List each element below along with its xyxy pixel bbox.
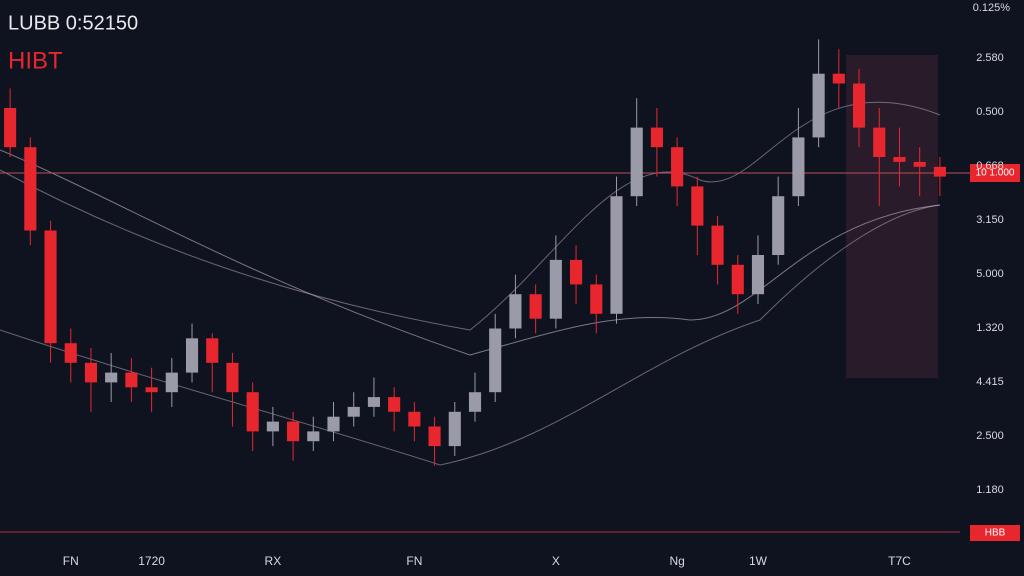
candle-body	[448, 411, 461, 447]
bottom-tag-bg	[970, 525, 1020, 541]
y-axis-label: 2.500	[976, 430, 1004, 442]
candle-body	[933, 166, 946, 177]
subtitle: HIBT	[8, 47, 63, 74]
candle-body	[772, 196, 785, 255]
candle-body	[347, 406, 360, 417]
candle-body	[590, 284, 603, 314]
candle-body	[266, 421, 279, 432]
bottom-tag: HBB	[985, 528, 1006, 539]
price-tag-bg	[970, 164, 1020, 182]
candle-body	[650, 127, 663, 148]
x-tick-label: 1720	[138, 554, 165, 568]
candle-body	[226, 362, 239, 393]
candle-body	[367, 397, 380, 407]
candle-body	[731, 264, 744, 295]
candle-body	[468, 392, 482, 412]
x-tick-label: 1W	[749, 554, 768, 568]
candle-body	[287, 421, 300, 442]
candle-body	[812, 73, 825, 138]
candle-body	[691, 186, 704, 226]
candle-body	[832, 73, 845, 84]
candle-body	[165, 372, 178, 393]
x-tick-label: T7C	[888, 554, 911, 568]
y-axis-label: 0.668	[976, 160, 1004, 172]
candle-body	[185, 338, 199, 373]
candle-body	[64, 343, 77, 363]
candle-body	[428, 426, 441, 447]
title: LUBB 0:52150	[8, 12, 138, 34]
candle-body	[893, 157, 906, 162]
y-axis-label: 3.150	[976, 214, 1004, 226]
candle-body	[529, 294, 542, 319]
candle-body	[671, 147, 684, 187]
y-axis-label: 0.500	[976, 106, 1004, 118]
candle-body	[246, 392, 259, 432]
candle-body	[307, 431, 320, 442]
x-tick-label: Ng	[669, 554, 684, 568]
price-tag: 10 1.000	[976, 168, 1015, 179]
candle-body	[408, 411, 421, 427]
candle-body	[570, 259, 583, 285]
candle-body	[852, 83, 866, 128]
candle-body	[792, 137, 805, 197]
candle-body	[509, 294, 522, 329]
candle-body	[630, 127, 643, 197]
candle-body	[388, 397, 401, 412]
candle-body	[84, 362, 98, 383]
candle-body	[24, 147, 37, 231]
y-axis-label: 4.415	[976, 376, 1004, 388]
candle-body	[913, 161, 926, 167]
candle-body	[489, 328, 502, 393]
candle-body	[206, 338, 219, 363]
band-line	[0, 149, 941, 356]
y-axis-label: 1.320	[976, 322, 1004, 334]
candle-body	[327, 416, 340, 432]
candle-body	[125, 372, 138, 388]
candle-body	[610, 196, 623, 314]
x-tick-label: RX	[265, 554, 282, 568]
y-axis-label: 5.000	[976, 268, 1004, 280]
candle-body	[549, 259, 562, 319]
band-line	[0, 204, 941, 466]
x-tick-label: FN	[63, 554, 79, 568]
candle-body	[873, 127, 886, 157]
candle-body	[105, 372, 118, 383]
corner-label: 0.125%	[973, 2, 1011, 14]
y-axis-label: 2.580	[976, 52, 1004, 64]
x-tick-label: FN	[406, 554, 422, 568]
band-line	[0, 101, 941, 331]
candle-body	[145, 387, 158, 393]
y-axis-label: 1.180	[976, 484, 1004, 496]
x-tick-label: X	[552, 554, 560, 568]
candle-body	[751, 255, 765, 295]
candle-body	[44, 230, 57, 344]
candle-body	[711, 225, 724, 265]
candle-body	[4, 108, 17, 148]
